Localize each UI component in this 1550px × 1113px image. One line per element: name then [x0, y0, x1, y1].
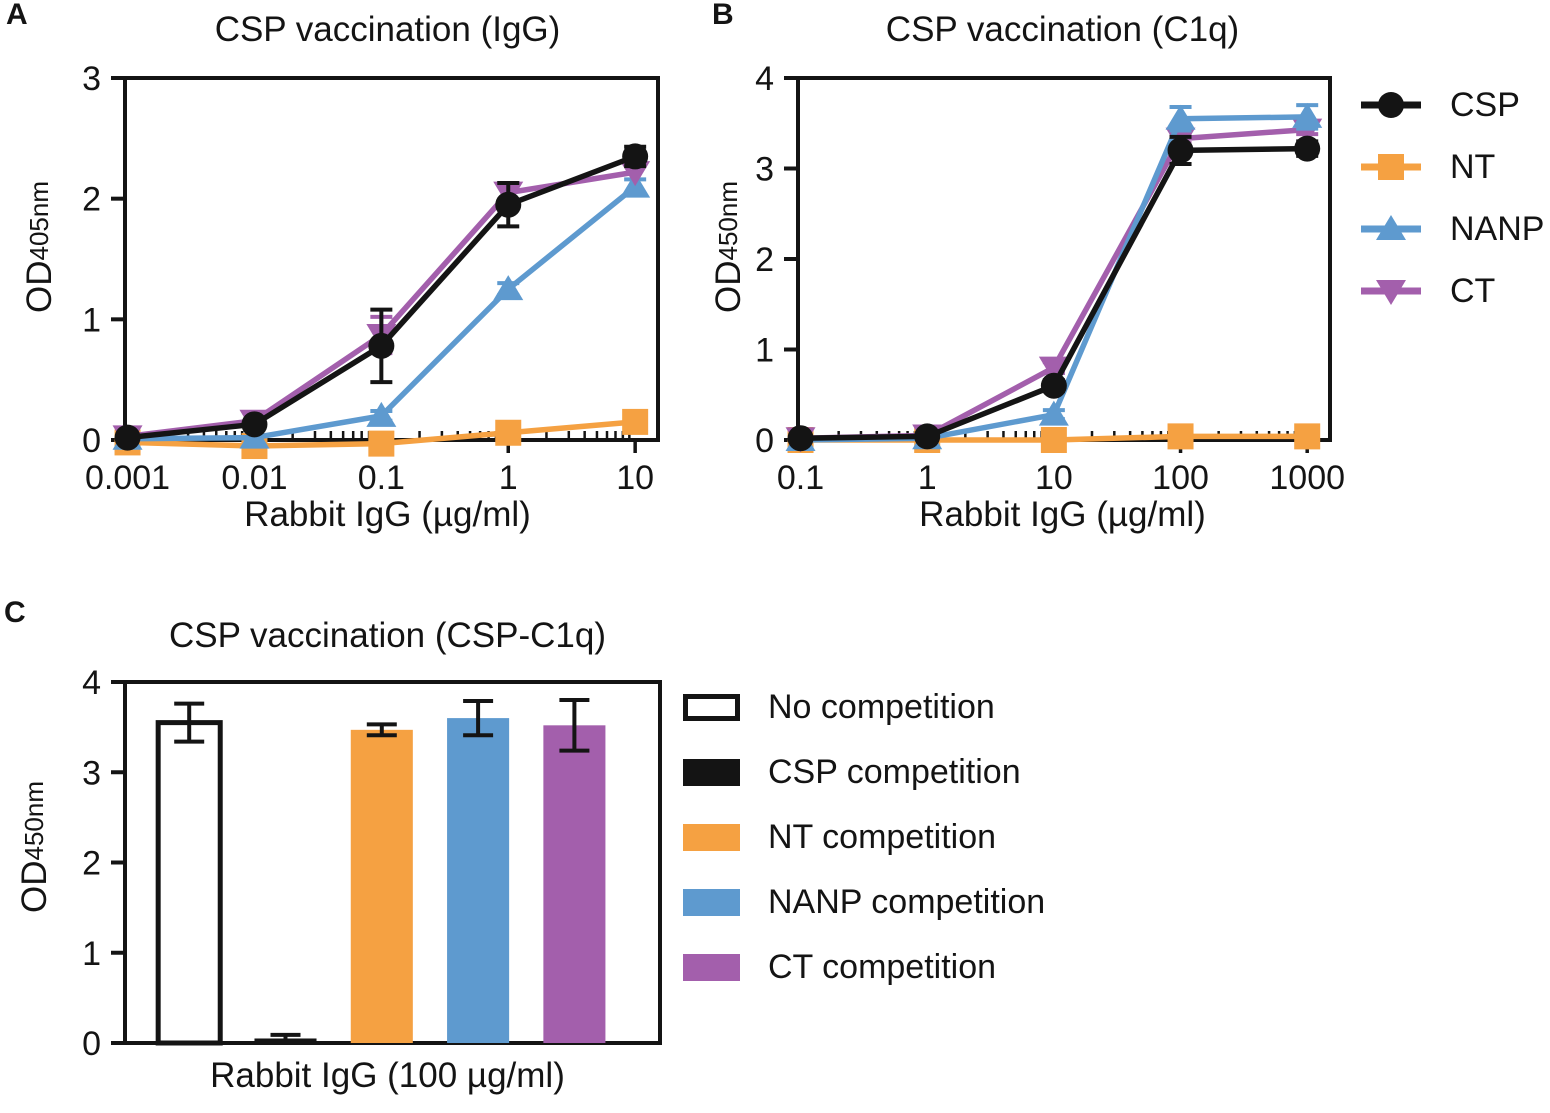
- panel-letter-b: B: [712, 0, 734, 31]
- y-axis-label-a: OD 405nm: [17, 107, 61, 387]
- y-axis-label-a-main: OD: [19, 260, 59, 314]
- svg-text:1: 1: [82, 301, 101, 339]
- square-marker-icon: [1361, 154, 1421, 180]
- chart-title-a: CSP vaccination (IgG): [214, 10, 561, 49]
- x-axis-label-a: Rabbit IgG (µg/ml): [244, 495, 531, 534]
- svg-text:1: 1: [499, 459, 518, 497]
- bar-nanp-competition: [447, 698, 510, 1043]
- legend-label: NANP competition: [768, 882, 1046, 921]
- svg-text:2: 2: [82, 845, 101, 883]
- y-axis-label-c: OD 450nm: [12, 707, 56, 987]
- legend-line-series: CSP NT NANP CT: [1360, 85, 1544, 311]
- svg-text:0.001: 0.001: [85, 459, 170, 497]
- legend-label: CT: [1450, 271, 1496, 310]
- triangle-up-marker-icon: [1361, 215, 1421, 240]
- circle-marker-icon: [1361, 92, 1421, 118]
- legend-label: NT competition: [768, 817, 997, 856]
- svg-text:1: 1: [918, 459, 937, 497]
- svg-text:0.1: 0.1: [358, 459, 405, 497]
- x-axis-label-c: Rabbit IgG (100 µg/ml): [210, 1056, 565, 1095]
- legend-label: CSP competition: [768, 752, 1021, 791]
- legend-item-no-competition: No competition: [683, 687, 1045, 727]
- svg-text:10: 10: [616, 459, 654, 497]
- svg-text:2: 2: [82, 181, 101, 219]
- color-swatch: [683, 693, 740, 721]
- svg-text:3: 3: [755, 151, 774, 189]
- color-swatch: [683, 823, 740, 851]
- y-axis-label-c-main: OD: [14, 860, 54, 914]
- bar-csp-competition: [254, 1032, 317, 1045]
- chart-title-c: CSP vaccination (CSP-C1q): [168, 616, 607, 655]
- svg-text:3: 3: [82, 60, 101, 98]
- svg-text:0.01: 0.01: [221, 459, 287, 497]
- legend-item-ct-competition: CT competition: [683, 947, 1045, 987]
- color-swatch: [683, 953, 740, 981]
- bar-chart-competition: 0 1 2 3 4: [82, 664, 662, 1063]
- line-chart-igg: 0 1 2 3 0.001 0.01 0.1 1 10: [82, 60, 660, 497]
- series-CSP: [114, 143, 649, 451]
- chart-title-b: CSP vaccination (C1q): [885, 10, 1240, 49]
- svg-text:1000: 1000: [1269, 459, 1345, 497]
- svg-text:0: 0: [755, 422, 774, 460]
- svg-text:0: 0: [82, 422, 101, 460]
- legend-label: NANP: [1450, 209, 1545, 248]
- legend-label: CSP: [1450, 85, 1520, 124]
- bar-ct-competition: [543, 698, 606, 1043]
- x-axis-label-b: Rabbit IgG (µg/ml): [919, 495, 1206, 534]
- panel-letter-a: A: [6, 0, 28, 31]
- legend-item-nanp: NANP: [1360, 209, 1544, 249]
- svg-text:0: 0: [82, 1025, 101, 1063]
- svg-text:1: 1: [82, 935, 101, 973]
- triangle-down-marker-icon: [1361, 280, 1421, 305]
- line-chart-c1q: 0 1 2 3 4 0.1 1 10 100 1000: [755, 60, 1345, 497]
- svg-text:10: 10: [1035, 459, 1073, 497]
- y-axis-label-b-sub: 450nm: [713, 181, 743, 261]
- bar-nt-competition: [350, 722, 413, 1043]
- legend-item-nt-competition: NT competition: [683, 817, 1045, 857]
- svg-text:3: 3: [82, 754, 101, 792]
- svg-text:0.1: 0.1: [777, 459, 824, 497]
- legend-item-csp-competition: CSP competition: [683, 752, 1045, 792]
- legend-item-nt: NT: [1360, 147, 1544, 187]
- series-CSP: [787, 134, 1321, 452]
- legend-item-nanp-competition: NANP competition: [683, 882, 1045, 922]
- svg-text:4: 4: [82, 664, 101, 702]
- svg-text:2: 2: [755, 241, 774, 279]
- legend-label: No competition: [768, 687, 995, 726]
- color-swatch: [683, 888, 740, 916]
- series-NANP: [785, 102, 1323, 451]
- legend-label: NT: [1450, 147, 1496, 186]
- legend-item-csp: CSP: [1360, 85, 1544, 125]
- bar-no-competition: [155, 701, 223, 1046]
- legend-bar-competition: No competition CSP competition NT competit…: [683, 687, 1045, 987]
- svg-text:1: 1: [755, 332, 774, 370]
- svg-text:4: 4: [755, 60, 774, 98]
- y-axis-label-a-sub: 405nm: [24, 181, 54, 261]
- y-axis-label-c-sub: 450nm: [19, 781, 49, 861]
- legend-label: CT competition: [768, 947, 997, 986]
- legend-item-ct: CT: [1360, 271, 1544, 311]
- panel-letter-c: C: [4, 596, 26, 629]
- color-swatch: [683, 758, 740, 786]
- svg-text:100: 100: [1152, 459, 1209, 497]
